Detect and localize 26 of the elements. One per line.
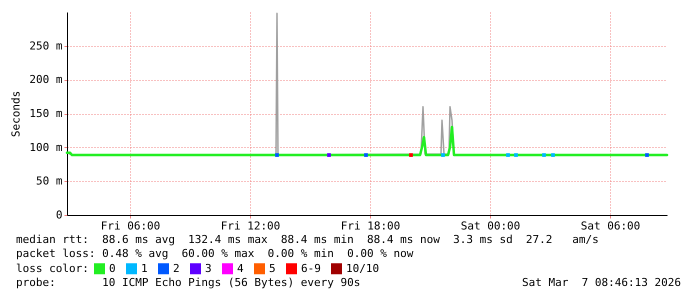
y-tick-label: 250 m — [29, 39, 63, 52]
x-tick-label: Sat 00:00 — [460, 220, 520, 232]
x-tick-label: Sat 06:00 — [580, 220, 640, 232]
text: Sat Mar 7 08:46:13 2026 — [522, 276, 681, 289]
legend-title: loss color: — [16, 262, 89, 275]
y-tick-label: 200 m — [29, 73, 63, 86]
y-tick-label: 50 m — [36, 174, 63, 188]
x-tick-label: Fri 06:00 — [100, 220, 160, 232]
y-tick-label: 150 m — [29, 107, 63, 120]
legend-label: 5 — [269, 262, 276, 275]
legend-label: 4 — [237, 262, 244, 275]
line-series — [66, 126, 668, 156]
text: median rtt: 88.6 ms avg 132.4 ms max 88.4 ms min 88.4 ms now 3.3 ms sd 27.2 am/s — [16, 233, 599, 246]
legend-label: 6-9 — [301, 262, 321, 275]
legend-label: 0 — [109, 262, 116, 275]
legend-label: 2 — [173, 262, 180, 275]
legend-label: 10/10 — [346, 262, 380, 275]
legend-label: 3 — [205, 262, 212, 275]
y-tick-label: 0 — [56, 208, 62, 222]
x-tick-label: Fri 12:00 — [220, 220, 280, 232]
legend-label: 1 — [141, 262, 148, 275]
text: probe: 10 ICMP Echo Pings (56 Bytes) every 90s — [16, 276, 360, 289]
text: packet loss: 0.48 % avg 60.00 % max 0.00 % min 0.00 % now — [16, 247, 414, 260]
x-tick-label: Fri 18:00 — [340, 220, 400, 232]
y-axis-title: Seconds — [9, 90, 22, 138]
y-tick-label: 100 m — [29, 140, 63, 154]
